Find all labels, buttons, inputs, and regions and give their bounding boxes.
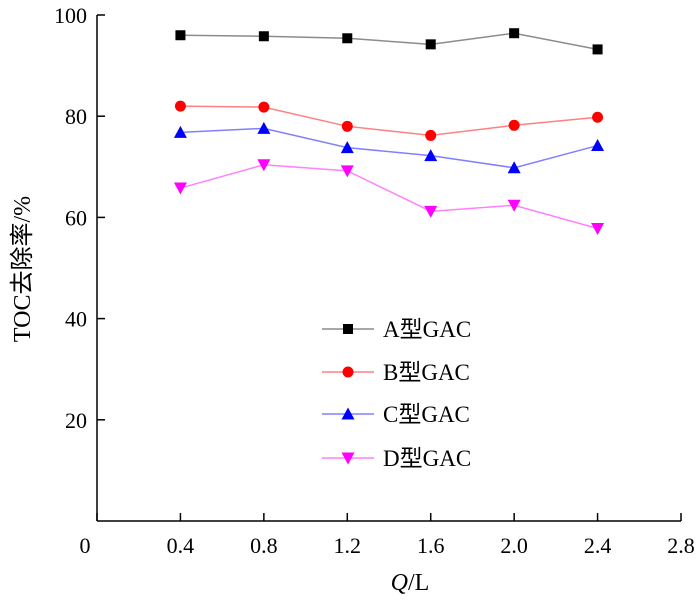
x-axis-label-variable: Q — [391, 570, 408, 596]
x-tick-label: 0.4 — [167, 533, 195, 558]
x-tick-label: 2.8 — [667, 533, 695, 558]
y-tick-label: 80 — [65, 104, 87, 129]
data-point-series-4 — [257, 159, 271, 172]
x-axis-label-unit: /L — [408, 570, 429, 596]
legend-marker-1 — [343, 324, 353, 334]
y-tick-label: 100 — [54, 3, 87, 28]
legend: A型GAC B型GAC C型GAC D型GAC — [322, 317, 471, 471]
data-point-series-3 — [424, 149, 438, 162]
data-point-series-1 — [258, 31, 269, 42]
data-point-series-3 — [507, 161, 521, 174]
data-point-series-4 — [591, 223, 605, 236]
axes: 0 0.4 0.8 1.2 1.6 2.0 2.4 2.8 20 40 60 80 100 — [54, 3, 695, 558]
x-tick-label: 1.2 — [334, 533, 362, 558]
data-point-series-1 — [592, 44, 603, 55]
data-point-series-1 — [175, 30, 186, 41]
series-line-3 — [180, 127, 598, 169]
legend-marker-4 — [341, 452, 355, 465]
data-point-series-4 — [340, 165, 354, 178]
legend-label-3: C型GAC — [383, 402, 470, 427]
x-axis-label: Q/L — [391, 570, 430, 596]
data-point-series-4 — [507, 199, 521, 212]
data-point-series-3 — [340, 141, 354, 154]
x-tick-label: 2.4 — [584, 533, 612, 558]
data-point-series-4 — [424, 205, 438, 218]
legend-label-4: D型GAC — [383, 446, 471, 471]
x-tick-label: 0 — [80, 533, 91, 558]
y-tick-label: 60 — [65, 205, 87, 230]
data-point-series-1 — [342, 33, 353, 44]
data-point-series-4 — [173, 182, 187, 195]
legend-label-1: A型GAC — [383, 317, 471, 342]
series-lines — [180, 32, 598, 230]
data-point-series-2 — [174, 100, 186, 112]
data-point-series-2 — [425, 129, 437, 141]
x-tick-label: 2.0 — [500, 533, 528, 558]
series-markers — [173, 28, 605, 236]
y-axis-label: TOC去除率/% — [9, 196, 36, 342]
legend-marker-2 — [342, 366, 354, 378]
data-point-series-2 — [592, 111, 604, 123]
x-tick-label: 0.8 — [250, 533, 278, 558]
data-point-series-1 — [425, 39, 436, 50]
data-point-series-2 — [508, 119, 520, 131]
data-point-series-2 — [341, 120, 353, 132]
legend-marker-3 — [341, 407, 355, 420]
series-line-2 — [180, 105, 598, 137]
data-point-series-1 — [509, 28, 520, 39]
x-tick-label: 1.6 — [417, 533, 445, 558]
legend-label-2: B型GAC — [383, 360, 470, 385]
series-line-1 — [180, 32, 598, 51]
series-line-4 — [180, 164, 598, 230]
data-point-series-3 — [591, 139, 605, 152]
data-point-series-3 — [173, 125, 187, 138]
y-tick-label: 40 — [65, 307, 87, 332]
data-point-series-3 — [257, 121, 271, 134]
data-point-series-2 — [258, 101, 270, 113]
y-tick-label: 20 — [65, 408, 87, 433]
